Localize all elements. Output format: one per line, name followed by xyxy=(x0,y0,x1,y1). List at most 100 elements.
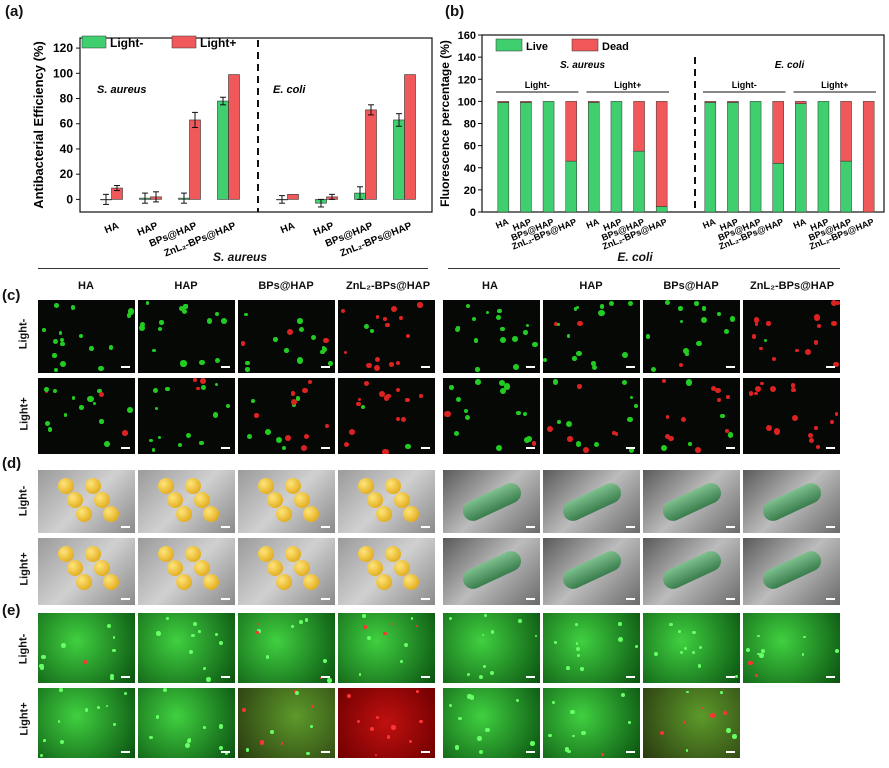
bar-b-Live-7 xyxy=(655,206,668,213)
cell-dot xyxy=(547,426,554,433)
cell-dot xyxy=(417,301,423,308)
y-tick-label-b-3: 60 xyxy=(464,141,476,153)
legend-swatch-a-1 xyxy=(171,35,197,49)
y-tick-label-a-0: 0 xyxy=(66,192,73,206)
cell-dot xyxy=(126,313,132,318)
cell-dot xyxy=(497,309,502,314)
cell-dot xyxy=(199,360,205,366)
cell-dot xyxy=(225,403,230,408)
scale-bar xyxy=(321,751,330,753)
micrograph-tile xyxy=(743,470,840,533)
cell-dot xyxy=(685,352,689,356)
cell-dot xyxy=(760,649,765,654)
cell-dot xyxy=(375,315,380,319)
cell-dot xyxy=(534,634,538,638)
cell-dot xyxy=(199,440,204,446)
cell-dot xyxy=(165,386,170,392)
chart-a: 0 20 40 60 80 100 120 Antibacterial Efficiency … xyxy=(31,35,433,259)
bar-b-Dead-4 xyxy=(588,101,600,103)
cell-dot xyxy=(287,329,294,336)
x-tick-label-b-12: HA xyxy=(792,216,808,230)
cell-dot xyxy=(383,395,390,401)
cell-dot xyxy=(710,713,715,718)
cell-dot xyxy=(294,691,299,695)
legend-label-a-0: Light- xyxy=(110,36,143,50)
micrograph-tile xyxy=(238,300,335,373)
cell-dot xyxy=(682,721,686,725)
cell-dot xyxy=(273,337,278,342)
cell-dot xyxy=(469,695,475,700)
cell-dot xyxy=(206,318,212,324)
cell-dot xyxy=(650,366,657,373)
micrograph-tile xyxy=(38,538,135,605)
cell-dot xyxy=(215,633,218,636)
scale-bar xyxy=(526,447,535,449)
cell-dot xyxy=(403,642,409,648)
scale-bar xyxy=(726,366,735,368)
cell-dot xyxy=(324,423,329,428)
cell-dot xyxy=(78,405,84,410)
bar-b-Dead-8 xyxy=(704,101,717,103)
cell-dot xyxy=(152,348,156,353)
scale-bar xyxy=(421,676,430,678)
col-header-hap-right: HAP xyxy=(579,280,603,292)
scale-bar xyxy=(526,366,535,368)
cell-dot xyxy=(419,719,423,724)
bar-b-Live-12 xyxy=(795,103,807,213)
cell-dot xyxy=(478,749,483,754)
cell-dot xyxy=(790,387,796,393)
cell-dot xyxy=(701,306,706,311)
y-tick-label-b-0: 0 xyxy=(470,207,476,219)
cell-dot xyxy=(366,635,371,640)
y-tick-label-a-6: 120 xyxy=(53,41,73,55)
cell-dot xyxy=(695,447,701,454)
sem-coccus xyxy=(267,560,283,576)
cell-dot xyxy=(298,327,304,332)
bar-b-Dead-6 xyxy=(633,101,645,152)
cell-dot xyxy=(245,360,250,366)
cell-dot xyxy=(766,321,771,326)
cell-dot xyxy=(319,676,323,680)
micrograph-tile xyxy=(443,470,540,533)
cell-dot xyxy=(59,337,65,343)
cell-dot xyxy=(105,704,109,708)
x-tick-label-b-8: HA xyxy=(701,216,717,230)
cell-dot xyxy=(218,745,223,750)
cell-dot xyxy=(159,320,164,325)
cell-dot xyxy=(566,334,571,338)
cell-dot xyxy=(357,397,362,401)
cell-dot xyxy=(677,629,681,633)
cell-dot xyxy=(96,388,102,394)
scale-bar xyxy=(826,676,835,678)
scale-bar xyxy=(221,366,230,368)
bar-b-Live-5 xyxy=(610,101,623,213)
scale-bar xyxy=(626,526,635,528)
cell-dot xyxy=(748,660,753,665)
cell-dot xyxy=(247,434,253,439)
scale-bar xyxy=(421,366,430,368)
cell-dot xyxy=(653,651,659,657)
cell-dot xyxy=(383,632,387,636)
cell-dot xyxy=(499,388,506,395)
row-label-c-dark: Light- xyxy=(17,318,30,350)
bar-a-Light--7 xyxy=(393,119,405,200)
sem-rod xyxy=(759,547,825,593)
cell-dot xyxy=(499,326,505,332)
cell-dot xyxy=(576,647,581,652)
sem-coccus xyxy=(85,546,101,562)
cell-dot xyxy=(265,655,270,659)
cell-dot xyxy=(548,733,552,737)
cell-dot xyxy=(358,673,362,676)
sem-coccus xyxy=(203,574,219,590)
cell-dot xyxy=(52,353,57,358)
plot-frame-a xyxy=(79,37,433,213)
row-label-e-light: Light+ xyxy=(18,702,31,736)
panel-label-a: (a) xyxy=(5,3,24,20)
cell-dot xyxy=(386,735,391,739)
subgroup-label-b-1-1: Light+ xyxy=(821,80,848,90)
cell-dot xyxy=(515,698,520,703)
micrograph-tile xyxy=(643,470,740,533)
cell-dot xyxy=(108,345,114,350)
cell-dot xyxy=(122,429,128,436)
cell-dot xyxy=(716,397,722,403)
